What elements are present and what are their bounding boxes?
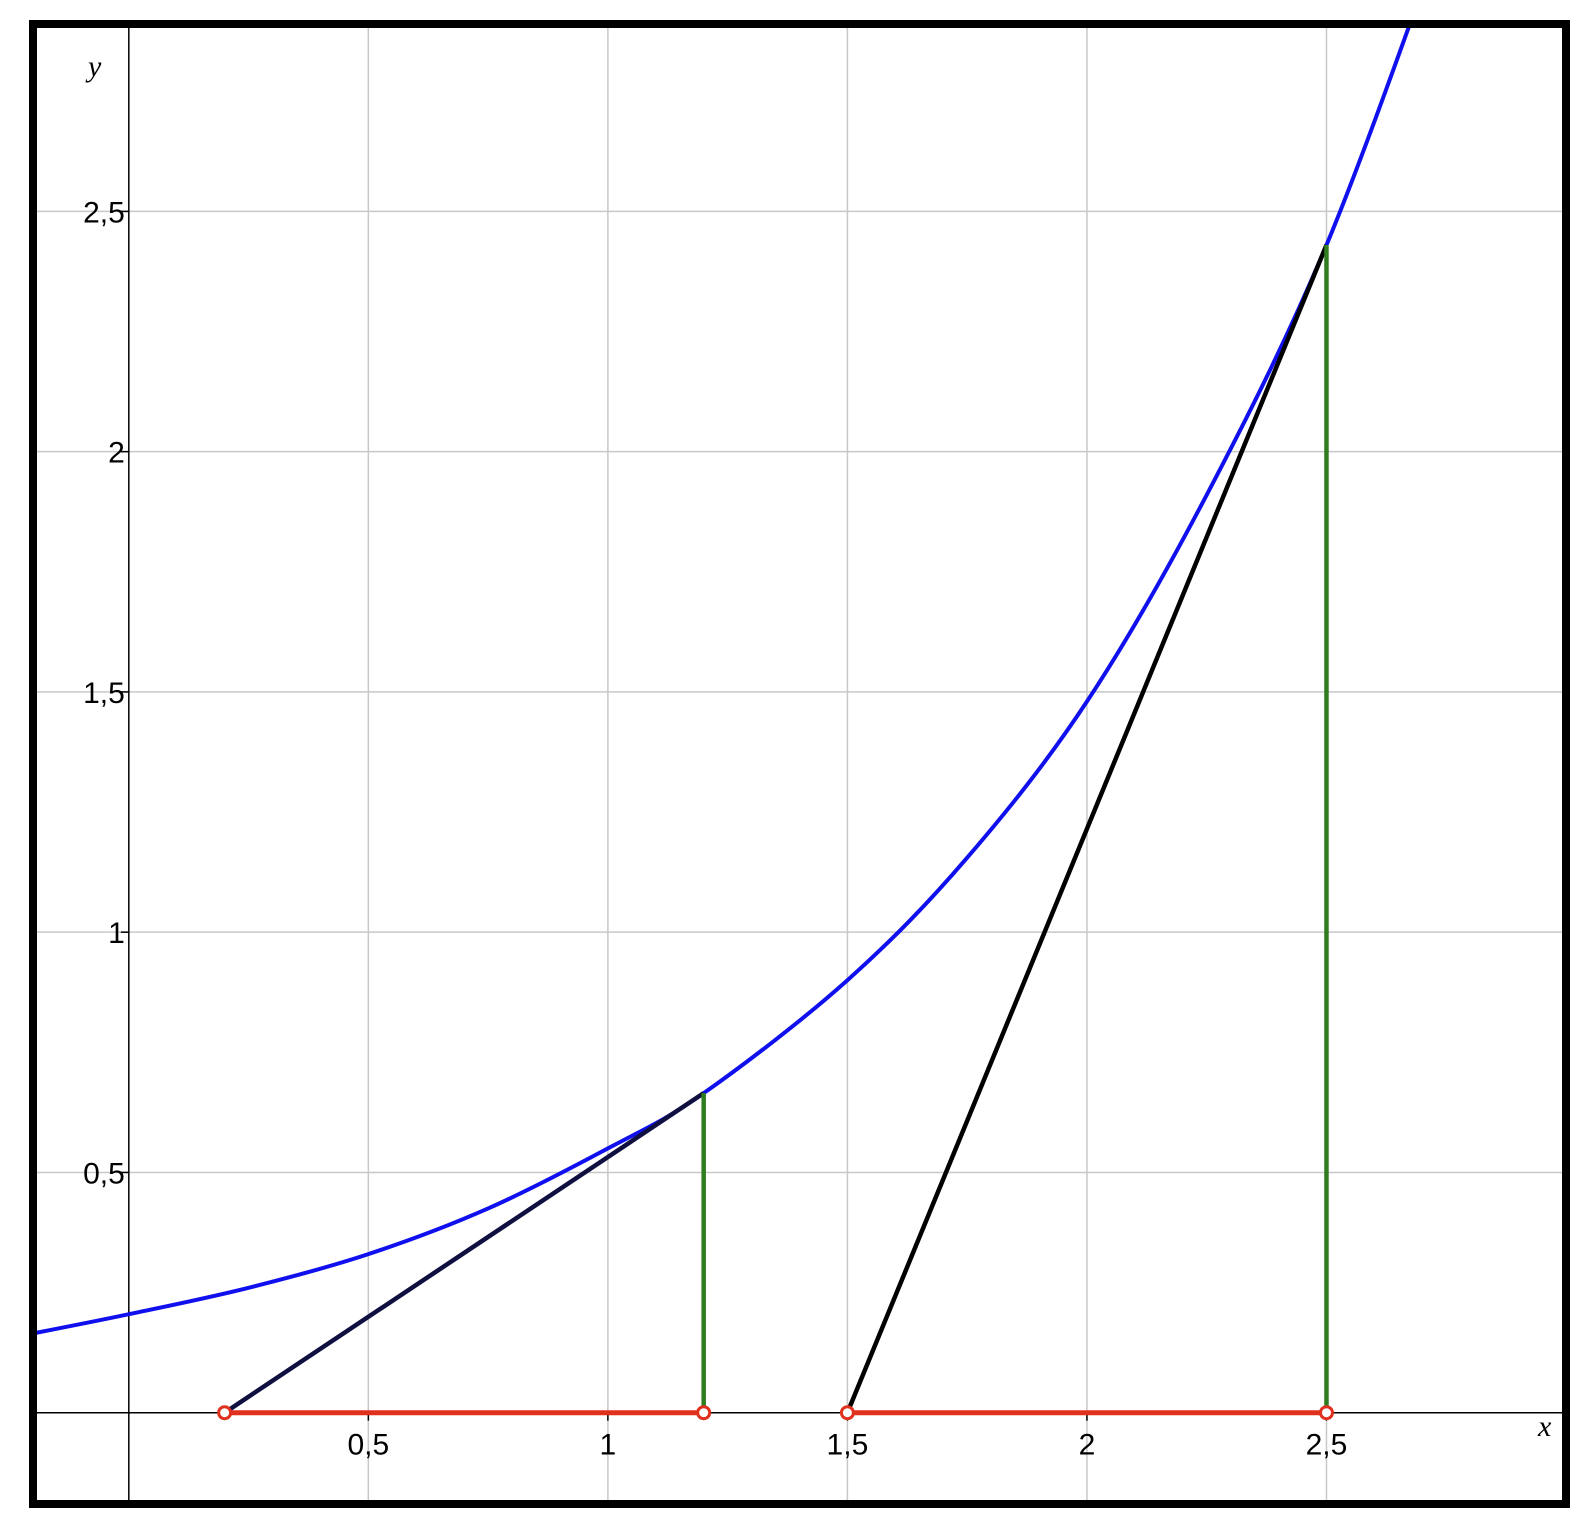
tick-labels: 0,5 1 1,5 2 2,5 0,5 1 1,5 2 2,5: [83, 196, 1347, 1461]
x-axis-label: x: [1537, 1410, 1552, 1443]
point-2: [696, 1405, 712, 1421]
y-tick-label-4: 2,5: [83, 196, 125, 229]
x-tick-label-3: 2: [1079, 1429, 1096, 1462]
axes: [33, 24, 1566, 1504]
frame: [29, 20, 1570, 1508]
tangent-line-1: [223, 1091, 705, 1415]
point-4: [1318, 1405, 1334, 1421]
x-tick-label-2: 1,5: [827, 1429, 869, 1462]
y-tick-label-0: 0,5: [83, 1157, 125, 1190]
tangent-line-2: [845, 244, 1329, 1414]
point-3: [839, 1405, 855, 1421]
function-curve: [33, 24, 1413, 1336]
x-tick-label-4: 2,5: [1306, 1429, 1348, 1462]
plot-area: [33, 24, 1413, 1421]
y-axis-label: y: [85, 50, 102, 83]
x-tick-label-1: 1: [600, 1429, 617, 1462]
grid: [33, 24, 1566, 1504]
point-1: [217, 1405, 233, 1421]
x-tick-label-0: 0,5: [347, 1429, 389, 1462]
y-tick-label-1: 1: [108, 917, 125, 950]
y-tick-label-2: 1,5: [83, 677, 125, 710]
y-tick-label-3: 2: [108, 437, 125, 470]
